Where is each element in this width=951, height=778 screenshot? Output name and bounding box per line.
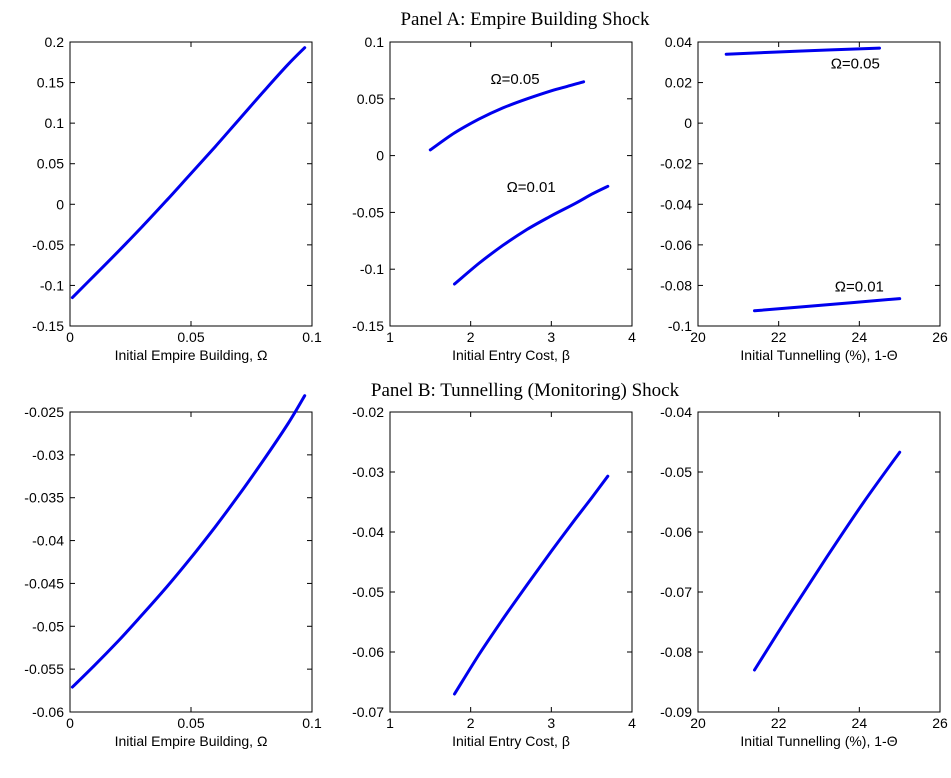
x-axis-label: Initial Empire Building, Ω [115, 733, 268, 749]
y-tick-label: 0.05 [357, 91, 384, 107]
y-tick-label: -0.08 [660, 644, 692, 660]
series-annotation: Ω=0.05 [490, 71, 539, 88]
subplot-2: 20 22 24 26 -0.1 -0.08 -0.06 -0.04 -0.02 0 0.02 0.0… [660, 34, 948, 363]
y-tick-label: -0.04 [660, 196, 692, 212]
x-axis-label: Initial Entry Cost, β [452, 347, 570, 363]
y-tick-label: -0.025 [24, 404, 64, 420]
series-line-0 [70, 394, 307, 689]
series-line-1 [753, 297, 902, 313]
y-tick-label: -0.06 [660, 524, 692, 540]
x-tick-label: 4 [628, 715, 636, 731]
y-tick-label: -0.06 [660, 237, 692, 253]
subplot-5: 20 22 24 26 -0.09 -0.08 -0.07 -0.06 -0.05 -0.04 In… [660, 404, 948, 749]
plot-frame [389, 411, 633, 713]
x-tick-label: 1 [386, 715, 394, 731]
x-tick-label: 24 [852, 329, 868, 345]
x-axis-label: Initial Entry Cost, β [452, 733, 570, 749]
y-tick-label: 0.05 [37, 156, 64, 172]
y-tick-label: -0.05 [32, 237, 64, 253]
x-tick-label: 0.05 [177, 329, 204, 345]
x-tick-label: 24 [852, 715, 868, 731]
y-tick-label: -0.02 [660, 156, 692, 172]
plot-frame [69, 411, 313, 713]
x-tick-label: 22 [771, 715, 787, 731]
y-tick-label: -0.03 [352, 464, 384, 480]
y-tick-label: 0.1 [365, 34, 385, 50]
y-tick-label: -0.045 [24, 575, 64, 591]
x-tick-label: 20 [690, 329, 706, 345]
x-axis-label: Initial Tunnelling (%), 1-Θ [740, 347, 897, 363]
series-annotation: Ω=0.01 [835, 279, 884, 296]
y-tick-label: -0.06 [32, 704, 64, 720]
x-tick-label: 0.1 [302, 715, 322, 731]
y-tick-label: 0 [684, 115, 692, 131]
series-line-0 [724, 46, 881, 56]
y-tick-label: 0.2 [45, 34, 65, 50]
y-tick-label: -0.03 [32, 447, 64, 463]
panel-b-title: Panel B: Tunnelling (Monitoring) Shock [371, 380, 680, 401]
y-tick-label: -0.09 [660, 704, 692, 720]
subplot-3: 0 0.05 0.1 -0.06 -0.055 -0.05 -0.045 -0.04 -0.03… [24, 394, 322, 749]
x-tick-label: 0.1 [302, 329, 322, 345]
y-tick-label: -0.1 [668, 318, 692, 334]
subplot-1: 1 2 3 4 -0.15 -0.1 -0.05 0 0.05 0.1 Initial Entry … [352, 34, 636, 363]
x-tick-label: 0 [66, 715, 74, 731]
x-tick-label: 2 [467, 715, 475, 731]
y-tick-label: -0.1 [40, 277, 64, 293]
y-tick-label: -0.04 [32, 533, 64, 549]
y-tick-label: -0.15 [352, 318, 384, 334]
x-tick-label: 3 [547, 329, 555, 345]
series-line-0 [428, 80, 586, 152]
series-line-0 [453, 474, 610, 696]
plot-frame [697, 41, 941, 327]
y-tick-label: -0.05 [660, 464, 692, 480]
series-annotation: Ω=0.05 [831, 55, 880, 72]
y-tick-label: 0.02 [665, 75, 692, 91]
plot-frame [389, 41, 633, 327]
x-tick-label: 0.05 [177, 715, 204, 731]
y-tick-label: -0.04 [352, 524, 384, 540]
series-line-0 [753, 450, 902, 672]
y-tick-label: -0.05 [352, 584, 384, 600]
x-tick-label: 1 [386, 329, 394, 345]
series-line-0 [70, 46, 307, 300]
plot-frame [69, 41, 313, 327]
x-tick-label: 22 [771, 329, 787, 345]
series-line-1 [453, 184, 610, 286]
x-tick-label: 2 [467, 329, 475, 345]
x-tick-label: 3 [547, 715, 555, 731]
x-tick-label: 26 [932, 329, 948, 345]
plot-frame [697, 411, 941, 713]
x-axis-label: Initial Tunnelling (%), 1-Θ [740, 733, 897, 749]
y-tick-label: 0 [376, 148, 384, 164]
x-tick-label: 4 [628, 329, 636, 345]
subplot-4: 1 2 3 4 -0.07 -0.06 -0.05 -0.04 -0.03 -0.02 Initia… [352, 404, 636, 749]
y-tick-label: -0.1 [360, 261, 384, 277]
y-tick-label: -0.035 [24, 490, 64, 506]
y-tick-label: -0.07 [660, 584, 692, 600]
x-tick-label: 20 [690, 715, 706, 731]
y-tick-label: -0.05 [32, 618, 64, 634]
y-tick-label: -0.02 [352, 404, 384, 420]
y-tick-label: -0.04 [660, 404, 692, 420]
subplot-0: 0 0.05 0.1 -0.15 -0.1 -0.05 0 0.05 0.1 0.15 0.2 Ini… [32, 34, 322, 363]
y-tick-label: -0.055 [24, 661, 64, 677]
series-annotation: Ω=0.01 [507, 179, 556, 196]
y-tick-label: -0.06 [352, 644, 384, 660]
y-tick-label: -0.08 [660, 277, 692, 293]
x-axis-label: Initial Empire Building, Ω [115, 347, 268, 363]
x-tick-label: 0 [66, 329, 74, 345]
y-tick-label: -0.05 [352, 204, 384, 220]
x-tick-label: 26 [932, 715, 948, 731]
panel-a-title: Panel A: Empire Building Shock [400, 9, 650, 30]
y-tick-label: 0.15 [37, 75, 64, 91]
y-tick-label: -0.15 [32, 318, 64, 334]
y-tick-label: 0.04 [665, 34, 692, 50]
y-tick-label: -0.07 [352, 704, 384, 720]
y-tick-label: 0 [56, 196, 64, 212]
y-tick-label: 0.1 [45, 115, 65, 131]
